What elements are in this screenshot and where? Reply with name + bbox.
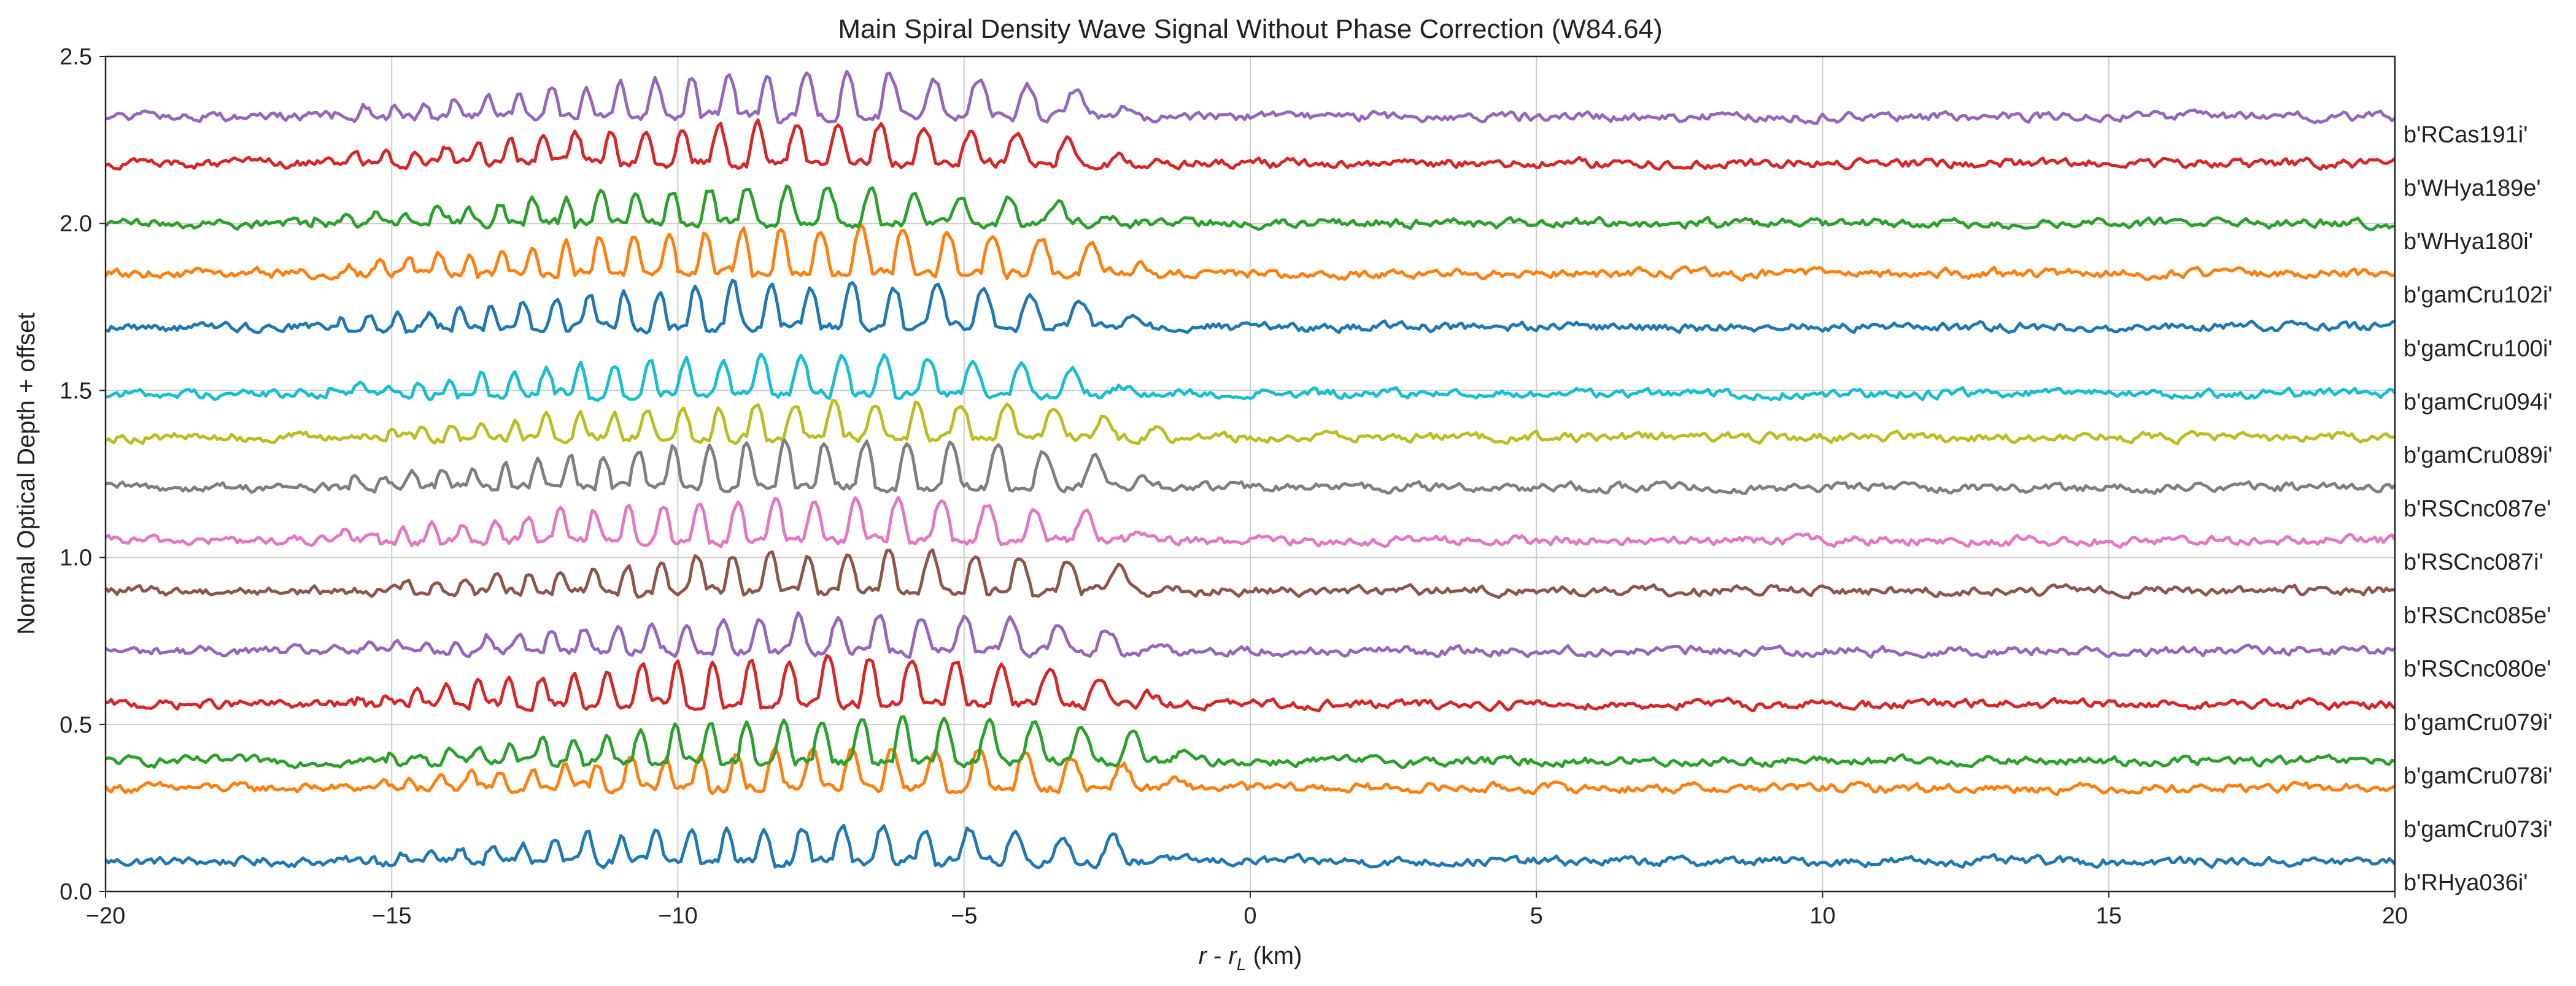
x-tick-label: −15 xyxy=(372,903,411,929)
y-tick-label: 0.0 xyxy=(60,879,92,905)
series-label: b'WHya180i' xyxy=(2404,229,2533,255)
series-label: b'gamCru078i' xyxy=(2404,763,2553,789)
series-line xyxy=(104,496,2397,549)
y-axis-label: Normal Optical Depth + offset xyxy=(13,312,40,634)
series-line xyxy=(104,118,2396,171)
x-tick-label: 20 xyxy=(2382,903,2408,929)
x-tick-label: −10 xyxy=(658,903,697,929)
series-label: b'RSCnc080e' xyxy=(2404,657,2551,682)
series-line xyxy=(104,548,2396,600)
series-line xyxy=(104,823,2396,870)
series-line xyxy=(105,352,2396,402)
series-line xyxy=(104,223,2396,282)
series-label: b'gamCru079i' xyxy=(2404,710,2553,736)
series-label: b'RHya036i' xyxy=(2404,870,2528,896)
x-tick-label: 15 xyxy=(2096,903,2122,929)
series-label-layer: b'RHya036i' b'gamCru073i' b'gamCru078i' b'g… xyxy=(2404,122,2553,896)
series-layer xyxy=(104,69,2397,870)
y-tick-label: 2.0 xyxy=(60,211,92,237)
y-tick-label: 1.5 xyxy=(60,378,92,404)
x-tick-label: 5 xyxy=(1530,903,1543,929)
y-tick-label: 2.5 xyxy=(60,44,92,70)
series-line xyxy=(105,437,2396,495)
series-line xyxy=(105,653,2396,713)
x-tick-label: −20 xyxy=(86,903,125,929)
series-line xyxy=(104,611,2396,659)
series-label: b'gamCru102i' xyxy=(2404,282,2553,308)
series-line xyxy=(104,746,2396,796)
series-line xyxy=(104,184,2396,232)
chart-title: Main Spiral Density Wave Signal Without … xyxy=(838,14,1662,44)
series-label: b'RSCnc087i' xyxy=(2404,550,2543,576)
series-label: b'WHya189e' xyxy=(2404,175,2541,201)
series-label: b'gamCru094i' xyxy=(2404,389,2553,415)
series-line xyxy=(104,715,2396,769)
series-line xyxy=(105,279,2396,335)
series-label: b'RSCnc087e' xyxy=(2404,496,2551,522)
tick-layer: −20 −15 −10 −5 0 5 10 15 20 0.0 0.5 1.0 1.5 2.0 2.5 xyxy=(60,44,2408,929)
y-tick-label: 1.0 xyxy=(60,545,92,571)
series-label: b'gamCru073i' xyxy=(2404,817,2553,842)
x-tick-label: −5 xyxy=(951,903,977,929)
y-tick-label: 0.5 xyxy=(60,712,92,738)
series-line xyxy=(105,69,2396,125)
series-label: b'gamCru089i' xyxy=(2404,442,2553,468)
series-label: b'gamCru100i' xyxy=(2404,336,2553,361)
x-axis-label: r - rL (km) xyxy=(1199,942,1302,974)
series-label: b'RCas191i' xyxy=(2404,122,2528,148)
series-label: b'RSCnc085e' xyxy=(2404,603,2551,629)
x-tick-label: 0 xyxy=(1244,903,1256,929)
series-line xyxy=(104,399,2396,445)
x-tick-label: 10 xyxy=(1809,903,1835,929)
